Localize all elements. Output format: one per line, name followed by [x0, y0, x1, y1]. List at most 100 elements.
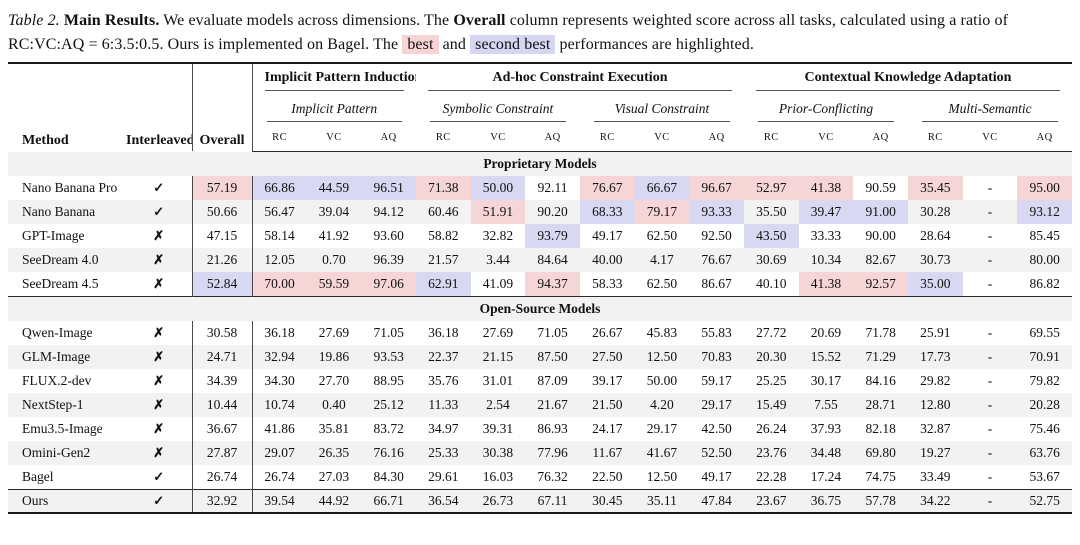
score-cell: 93.12: [1017, 200, 1072, 225]
cross-icon: ✗: [153, 275, 165, 291]
method-cell: Nano Banana: [8, 200, 126, 225]
header-key-row: RC VC AQ RC VC AQ RC VC AQ RC VC AQ RC VC AQ: [8, 124, 1072, 152]
interleaved-header: Interleaved: [126, 133, 192, 149]
overall-score-cell: 57.19: [191, 176, 253, 201]
score-cell: 93.79: [525, 224, 580, 249]
table-row: Qwen-Image ✗ 30.58 36.18 27.69 71.05 36.18 27.6…: [8, 321, 1072, 346]
caption-title: Main Results.: [63, 12, 160, 29]
score-cell: 35.81: [318, 421, 350, 437]
metric-key-header: AQ: [853, 124, 908, 152]
score-cell: -: [987, 275, 993, 291]
score-cell: 26.67: [592, 325, 623, 341]
section-header-cell: Open-Source Models: [8, 295, 1072, 322]
score-cell: 32.87: [920, 421, 951, 437]
cross-icon: ✗: [153, 252, 165, 268]
overall-score-cell: 32.92: [191, 488, 253, 514]
group-header: Contextual Knowledge Adaptation: [744, 63, 1072, 93]
interleaved-cell: ✓: [126, 488, 192, 514]
overall-score-cell: 47.15: [191, 224, 253, 249]
score-cell: 12.05: [252, 248, 307, 273]
score-cell: 44.92: [306, 488, 362, 514]
score-cell: 83.72: [373, 421, 404, 437]
score-cell: 71.05: [373, 325, 404, 341]
score-cell: 36.18: [428, 325, 459, 341]
score-cell: 70.83: [689, 345, 744, 370]
score-cell: 66.86: [252, 176, 307, 201]
score-cell: 20.69: [810, 325, 842, 341]
score-cell: -: [962, 200, 1018, 225]
score-cell: 66.71: [361, 488, 416, 514]
method-cell: SeeDream 4.5: [22, 275, 99, 291]
score-cell: 21.67: [525, 393, 580, 418]
score-cell: 20.30: [743, 345, 799, 370]
group-header: Ad-hoc Constraint Execution: [416, 63, 744, 93]
method-cell: Emu3.5-Image: [22, 421, 103, 437]
score-cell: 30.73: [907, 248, 963, 273]
score-cell: 76.67: [689, 248, 744, 273]
score-cell: 29.07: [252, 441, 307, 466]
score-cell: 39.31: [482, 421, 514, 437]
score-cell: 36.18: [264, 325, 295, 341]
score-cell: 7.55: [798, 393, 854, 418]
subgroup-header: Prior-Conflicting: [744, 93, 908, 124]
score-cell: 87.09: [537, 373, 568, 389]
overall-score-cell: 34.39: [191, 369, 253, 394]
score-cell: 11.67: [579, 441, 635, 466]
overall-score-cell: 10.44: [191, 393, 253, 418]
check-icon: ✓: [153, 180, 165, 196]
results-table: Method Interleaved Overall Implicit Pattern…: [8, 62, 1072, 515]
interleaved-cell: ✗: [126, 345, 192, 370]
score-cell: 34.22: [907, 488, 963, 514]
score-cell: 92.50: [701, 228, 732, 244]
score-cell: 34.97: [428, 421, 459, 437]
interleaved-cell: ✗: [126, 248, 192, 273]
group-header: Implicit Pattern Induction: [252, 63, 416, 93]
subgroup-header-label: Symbolic Constraint: [429, 101, 566, 123]
interleaved-cell: ✗: [126, 441, 192, 466]
interleaved-cell: ✓: [126, 465, 192, 489]
overall-score-cell: 36.67: [191, 417, 253, 442]
score-cell: 70.00: [252, 272, 307, 297]
group-header-label: Ad-hoc Constraint Execution: [427, 70, 732, 92]
interleaved-cell: ✗: [126, 224, 192, 248]
cross-icon: ✗: [153, 373, 165, 389]
metric-key-header: AQ: [689, 124, 744, 152]
score-cell: 21.50: [579, 393, 635, 418]
caption-overall-word: Overall: [453, 12, 506, 29]
score-cell: 59.59: [306, 272, 362, 297]
method-cell: NextStep-1: [8, 393, 126, 418]
score-cell: 58.14: [264, 228, 295, 244]
score-cell: 86.67: [701, 275, 732, 291]
score-cell: 41.38: [798, 272, 854, 297]
cross-icon: ✗: [153, 228, 165, 244]
subgroup-header: Visual Constraint: [580, 93, 744, 124]
score-cell: 25.12: [361, 393, 416, 418]
score-cell: 33.33: [810, 228, 842, 244]
score-cell: 86.93: [537, 421, 568, 437]
score-cell: 33.49: [920, 468, 951, 484]
subgroup-header: Symbolic Constraint: [416, 93, 580, 124]
score-cell: 11.33: [415, 393, 471, 418]
overall-score-cell: 26.74: [191, 465, 253, 490]
score-cell: 17.73: [907, 345, 963, 370]
score-cell: 32.94: [252, 345, 307, 370]
score-cell: 52.75: [1017, 488, 1072, 514]
score-cell: 23.67: [743, 488, 799, 514]
score-cell: 24.17: [592, 421, 623, 437]
metric-key-header: AQ: [1017, 124, 1072, 152]
score-cell: 75.46: [1029, 421, 1060, 437]
table-row: Nano Banana ✓ 50.66 56.47 39.04 94.12 60.46 51.…: [8, 200, 1072, 225]
score-cell: 27.72: [756, 325, 787, 341]
overall-score-cell: 27.87: [191, 441, 253, 466]
metric-key-header: AQ: [361, 124, 416, 152]
second-best-highlight-swatch: second best: [470, 34, 556, 54]
score-cell: 52.50: [689, 441, 744, 466]
score-cell: 35.50: [743, 200, 799, 225]
score-cell: 93.53: [361, 345, 416, 370]
score-cell: 32.82: [482, 228, 514, 244]
score-cell: 41.67: [634, 441, 690, 466]
score-cell: 42.50: [701, 421, 732, 437]
score-cell: 53.67: [1029, 468, 1060, 484]
score-cell: 16.03: [482, 468, 514, 484]
group-header-label: Implicit Pattern Induction: [264, 70, 416, 92]
